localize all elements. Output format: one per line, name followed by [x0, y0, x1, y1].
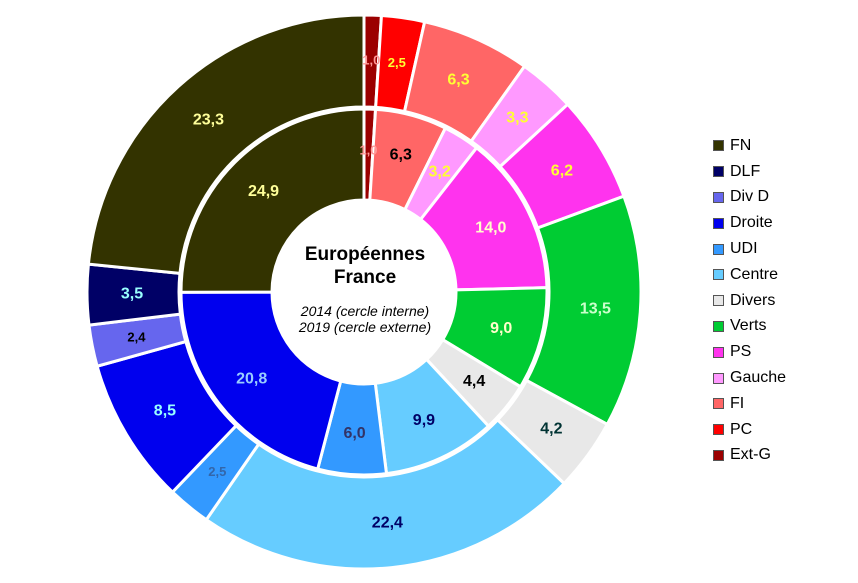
chart-title-line-1: Européennes: [304, 244, 426, 265]
label-2014-gauche: 3,2: [429, 163, 451, 180]
legend-label: DLF: [730, 162, 761, 180]
legend-swatch: [713, 295, 724, 307]
legend-item-gauche: Gauche: [713, 365, 786, 391]
legend-swatch: [713, 166, 724, 178]
legend-item-pc: PC: [713, 417, 786, 443]
legend-swatch: [713, 346, 724, 358]
legend-swatch: [713, 243, 724, 255]
label-2019-centre: 22,4: [372, 514, 403, 531]
legend-item-fn: FN: [713, 133, 786, 159]
legend-label: Div D: [730, 188, 770, 206]
legend-label: Gauche: [730, 369, 787, 387]
legend-label: FI: [730, 394, 745, 412]
legend-item-droite: Droite: [713, 210, 786, 236]
label-2014-ext-g: 1,0: [359, 143, 377, 158]
slice-2019-centre: [204, 417, 567, 571]
legend-label: Divers: [730, 291, 776, 309]
legend-swatch: [713, 140, 724, 152]
legend-item-udi: UDI: [713, 236, 786, 262]
legend-item-fi: FI: [713, 391, 786, 417]
label-2014-fn: 24,9: [248, 183, 279, 200]
label-2019-ps: 6,2: [551, 162, 573, 179]
legend-item-centre: Centre: [713, 262, 786, 288]
label-2019-gauche: 3,3: [506, 109, 528, 126]
legend-swatch: [713, 449, 724, 461]
legend-swatch: [713, 191, 724, 203]
legend-swatch: [713, 398, 724, 410]
legend-item-dlf: DLF: [713, 159, 786, 185]
legend-label: Droite: [730, 214, 773, 232]
label-2014-fi: 6,3: [390, 146, 412, 163]
center-hole: [272, 200, 456, 384]
label-2019-divers: 4,2: [540, 420, 562, 437]
label-2019-ext-g: 1,0: [362, 53, 380, 68]
legend-label: Verts: [730, 317, 767, 335]
label-2014-ps: 14,0: [475, 220, 506, 237]
subtitle-inner-ring: 2014 (cercle interne): [300, 303, 430, 319]
legend-swatch: [713, 424, 724, 436]
legend-item-divers: Divers: [713, 288, 786, 314]
label-2019-pc: 2,5: [388, 55, 406, 70]
label-2014-droite: 20,8: [236, 370, 267, 387]
slice-2019-fn: [86, 13, 366, 276]
legend-item-div-d: Div D: [713, 185, 786, 211]
subtitle-outer-ring: 2019 (cercle externe): [298, 319, 432, 335]
slice-labels: 1,0 6,3 3,2 14,0 9,0 4,4 9,9 6,0 20,8 24,9 1,0 2,5 6…: [121, 53, 611, 532]
legend-swatch: [713, 269, 724, 281]
label-2019-fn: 23,3: [193, 111, 224, 128]
chart-subtitle: 2014 (cercle interne) 2019 (cercle exter…: [255, 303, 475, 335]
label-2019-fi: 6,3: [447, 72, 469, 89]
inner-ring-2014: [179, 107, 549, 477]
label-2019-dlf: 3,5: [121, 286, 143, 303]
legend-item-verts: Verts: [713, 314, 786, 340]
legend-label: PC: [730, 420, 753, 438]
outer-ring-2019: [85, 13, 643, 571]
label-2019-udi: 2,5: [208, 464, 226, 479]
legend-label: PS: [730, 343, 752, 361]
legend-item-ext-g: Ext-G: [713, 443, 786, 469]
legend-swatch: [713, 320, 724, 332]
label-2019-droite: 8,5: [154, 403, 176, 420]
legend-item-ps: PS: [713, 339, 786, 365]
label-2014-verts: 9,0: [490, 320, 512, 337]
legend-label: UDI: [730, 240, 758, 258]
label-2014-centre: 9,9: [413, 412, 435, 429]
label-2014-divers: 4,4: [463, 373, 485, 390]
label-2019-div-d: 2,4: [127, 330, 146, 345]
legend-label: Ext-G: [730, 446, 771, 464]
legend: FN DLF Div D Droite UDI Centre Divers Verts PS Ga…: [713, 133, 786, 468]
legend-label: FN: [730, 136, 752, 154]
legend-swatch: [713, 372, 724, 384]
label-2014-udi: 6,0: [343, 425, 365, 442]
legend-swatch: [713, 217, 724, 229]
label-2019-verts: 13,5: [580, 300, 611, 317]
legend-label: Centre: [730, 265, 779, 283]
chart-title-line-2: France: [333, 267, 397, 288]
chart-title: Européennes France: [265, 243, 465, 289]
